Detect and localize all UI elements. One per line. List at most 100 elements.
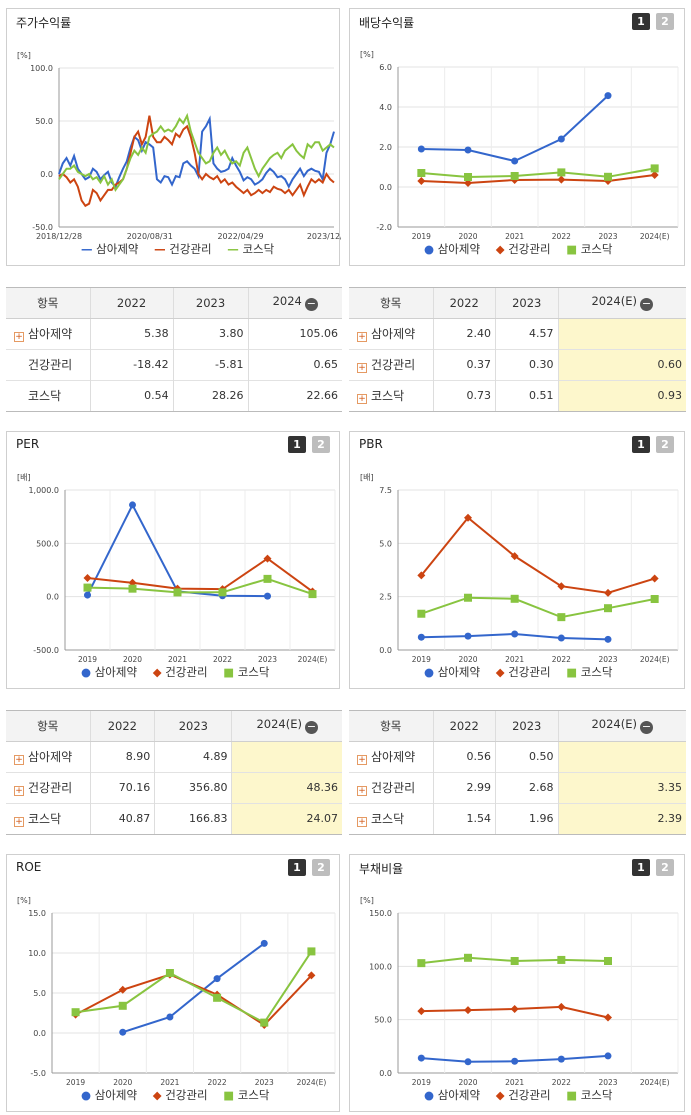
page-2-button[interactable]: 2 — [312, 859, 330, 876]
table-cell: 166.83 — [154, 802, 232, 834]
data-point — [510, 594, 519, 603]
data-point — [260, 1018, 269, 1027]
expand-icon[interactable]: + — [357, 394, 367, 405]
table-row: 건강관리 -18.42 -5.81 0.65 — [6, 348, 342, 380]
dividend-yield-chart: [%] 6.0 4.0 2.0 0.0 -2.0 2019 2020 2021 2022 2023 2… — [360, 50, 679, 241]
y-tick-label: 0.0 — [379, 1069, 392, 1078]
legend-item-s2: ◆ 건강관리 — [152, 665, 208, 679]
x-tick-label: 2021 — [505, 232, 524, 241]
legend-item-s1: ● 삼아제약 — [424, 1088, 481, 1102]
table-cell — [231, 740, 342, 772]
table-row: + 삼아제약 0.56 0.50 — [349, 740, 686, 772]
expand-icon[interactable]: + — [357, 755, 367, 765]
series-line-2 — [421, 174, 655, 185]
expand-icon[interactable]: + — [14, 786, 24, 796]
table-cell: 28.26 — [172, 379, 248, 411]
table-cell: 2.99 — [432, 771, 496, 803]
data-point — [511, 630, 519, 638]
y-tick-label: -5.0 — [30, 1069, 46, 1078]
expand-icon[interactable]: + — [14, 817, 24, 828]
row-label[interactable]: + 코스닥 — [349, 379, 433, 411]
page-1-button[interactable]: 1 — [632, 13, 650, 30]
y-tick-label: 0.0 — [379, 646, 392, 655]
series-line-1 — [421, 94, 609, 163]
table-cell: 2.40 — [432, 317, 496, 349]
row-label[interactable]: + 코스닥 — [6, 802, 90, 834]
page-1-button[interactable]: 1 — [288, 859, 306, 876]
row-label[interactable]: + 건강관리 — [349, 771, 433, 803]
row-label-text: 코스닥 — [28, 812, 62, 827]
data-point — [604, 604, 612, 613]
legend-item-s2: ◆ 건강관리 — [495, 665, 551, 679]
data-point — [83, 574, 92, 582]
expand-icon[interactable]: + — [357, 332, 367, 342]
panel-title: 부채비율 — [359, 862, 404, 876]
table-cell: 70.16 — [89, 771, 155, 803]
expand-icon[interactable]: + — [357, 363, 367, 373]
page-1-button[interactable]: 1 — [632, 859, 650, 876]
table-row: + 코스닥 0.73 0.51 0.93 — [349, 379, 686, 411]
dividend-yield-panel: 배당수익률 1 2 [%] 6.0 4.0 2.0 0.0 -2.0 2019 2020 202… — [349, 8, 685, 266]
data-point — [417, 145, 425, 153]
column-header-2024(E): 2024(E) − — [557, 711, 686, 742]
data-point — [604, 92, 612, 100]
row-label[interactable]: + 삼아제약 — [349, 740, 433, 772]
x-tick-label: 2018/12/28 — [36, 232, 82, 241]
page-1-button[interactable]: 1 — [632, 436, 650, 453]
series-line-2 — [420, 516, 655, 594]
column-header-2023: 2023 — [172, 288, 248, 319]
data-point — [417, 571, 426, 580]
table-row: + 코스닥 40.87 166.83 24.07 — [6, 802, 342, 834]
row-label-text: 건강관리 — [371, 358, 416, 372]
data-point — [417, 959, 426, 968]
collapse-icon[interactable]: − — [640, 297, 653, 312]
row-label[interactable]: + 건강관리 — [6, 771, 90, 803]
x-tick-label: 2023 — [598, 655, 617, 664]
y-tick-label: 15.0 — [28, 909, 46, 918]
collapse-icon[interactable]: − — [304, 720, 318, 735]
page-2-button[interactable]: 2 — [656, 13, 674, 30]
data-point — [557, 135, 565, 143]
table-cell — [557, 740, 686, 772]
table-cell: 0.30 — [495, 348, 558, 380]
x-tick-label: 2023 — [258, 655, 277, 664]
row-label[interactable]: + 삼아제약 — [349, 317, 433, 349]
data-point — [83, 583, 92, 592]
data-point — [213, 993, 222, 1002]
expand-icon[interactable]: + — [14, 332, 24, 342]
x-tick-label: 2021 — [168, 655, 187, 664]
page-2-button[interactable]: 2 — [656, 859, 674, 876]
page-2-button[interactable]: 2 — [656, 436, 674, 453]
page-2-button[interactable]: 2 — [312, 436, 330, 453]
series-line-3 — [58, 112, 335, 193]
row-label[interactable]: + 코스닥 — [349, 802, 433, 834]
x-tick-label: 2024(E) — [640, 655, 670, 664]
page-1-button[interactable]: 1 — [288, 436, 306, 453]
data-point — [650, 164, 659, 173]
data-point — [464, 513, 472, 522]
data-point — [417, 633, 425, 641]
column-header-item: 항목 — [349, 711, 433, 742]
y-tick-label: 150.0 — [369, 909, 392, 918]
row-label[interactable]: + 삼아제약 — [6, 740, 90, 772]
data-point — [464, 173, 472, 181]
column-header-2022: 2022 — [432, 288, 496, 319]
table-cell: 0.56 — [432, 740, 496, 772]
row-label[interactable]: + 건강관리 — [349, 348, 433, 380]
collapse-icon[interactable]: − — [304, 297, 318, 312]
roe-panel: ROE 1 2 [%] 15.0 10.0 5.0 0.0 -5.0 2019 2020 202… — [6, 854, 340, 1112]
data-point — [557, 582, 566, 591]
series-line-2 — [87, 557, 314, 593]
row-label[interactable]: + 삼아제약 — [6, 317, 90, 349]
y-tick-label: 4.0 — [379, 103, 392, 112]
pbr-table: 항목 2022 2023 2024(E) − + 삼아제약 0.56 0.50 + 건강관리 2.99… — [349, 710, 686, 835]
panel-title: ROE — [16, 860, 42, 874]
y-tick-label: 5.0 — [379, 539, 392, 548]
data-point — [417, 609, 426, 618]
data-point — [119, 1028, 127, 1036]
expand-icon[interactable]: + — [357, 817, 367, 828]
expand-icon[interactable]: + — [14, 755, 24, 765]
collapse-icon[interactable]: − — [640, 720, 653, 735]
legend-item-s3: ■ 코스닥 — [566, 242, 613, 256]
expand-icon[interactable]: + — [357, 786, 367, 796]
